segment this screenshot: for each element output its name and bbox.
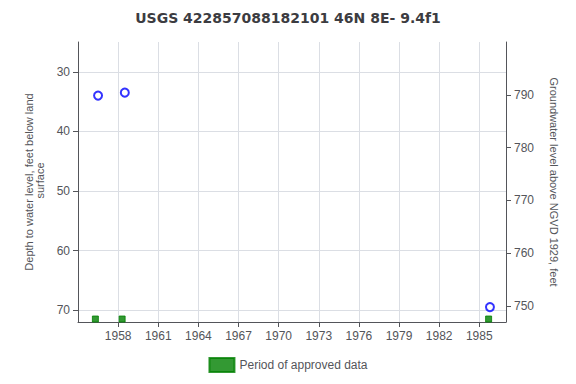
- svg-text:1961: 1961: [145, 329, 172, 343]
- svg-text:1985: 1985: [466, 329, 493, 343]
- svg-text:30: 30: [57, 65, 71, 79]
- svg-text:70: 70: [57, 303, 71, 317]
- svg-text:60: 60: [57, 244, 71, 258]
- svg-text:1976: 1976: [346, 329, 373, 343]
- svg-text:Groundwater level above NGVD 1: Groundwater level above NGVD 1929, feet: [548, 77, 560, 286]
- svg-text:Period of approved data: Period of approved data: [239, 358, 367, 372]
- svg-text:40: 40: [57, 124, 71, 138]
- svg-text:1973: 1973: [305, 329, 332, 343]
- svg-text:1970: 1970: [265, 329, 292, 343]
- svg-text:1958: 1958: [105, 329, 132, 343]
- svg-text:Depth to water level, feet bel: Depth to water level, feet below land: [23, 93, 36, 271]
- svg-text:770: 770: [514, 193, 534, 207]
- svg-text:1979: 1979: [386, 329, 413, 343]
- svg-text:50: 50: [57, 184, 71, 198]
- svg-text:780: 780: [514, 141, 534, 155]
- svg-text:790: 790: [514, 88, 534, 102]
- svg-text:surface: surface: [34, 162, 46, 201]
- svg-text:760: 760: [514, 246, 534, 260]
- svg-text:USGS 422857088182101 46N 8E- 9: USGS 422857088182101 46N 8E- 9.4f1: [135, 10, 441, 26]
- svg-text:750: 750: [514, 299, 534, 313]
- svg-text:1982: 1982: [426, 329, 453, 343]
- svg-text:1964: 1964: [185, 329, 212, 343]
- svg-text:1967: 1967: [225, 329, 252, 343]
